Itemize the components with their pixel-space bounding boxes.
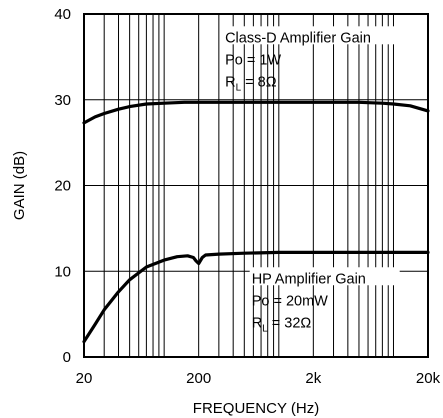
annotation-hp-po: Po = 20mW [252, 293, 328, 309]
annotation-class-d: Class-D Amplifier Gain Po = 1W RL = 8Ω [223, 26, 408, 93]
series-lines [82, 100, 430, 344]
y-tick-labels: 0 10 20 30 40 [54, 6, 71, 366]
plot-frame [83, 13, 429, 358]
rl-main: R [225, 74, 235, 90]
x-tick-label: 200 [186, 370, 211, 387]
rl-value: = 32Ω [268, 315, 312, 331]
annotation-class-d-rl: RL = 8Ω [225, 74, 277, 93]
y-axis-label: GAIN (dB) [11, 151, 28, 220]
grid-lines [84, 14, 428, 357]
x-tick-label: 20k [416, 370, 441, 387]
x-axis-label: FREQUENCY (Hz) [193, 400, 319, 417]
annotation-hp-title: HP Amplifier Gain [252, 271, 366, 287]
annotation-class-d-title: Class-D Amplifier Gain [225, 30, 371, 46]
rl-sub: L [262, 323, 268, 334]
rl-value: = 8Ω [241, 74, 277, 90]
annotation-hp-rl: RL = 32Ω [252, 315, 312, 334]
y-tick-label: 40 [54, 6, 71, 23]
x-tick-labels: 20 200 2k 20k [76, 370, 441, 387]
rl-main: R [252, 315, 262, 331]
x-tick-label: 2k [305, 370, 321, 387]
y-tick-label: 30 [54, 92, 71, 109]
series-line-hp-gain [82, 250, 430, 344]
annotation-hp: HP Amplifier Gain Po = 20mW RL = 32Ω [249, 267, 400, 334]
annotation-class-d-po: Po = 1W [225, 52, 281, 68]
x-tick-label: 20 [76, 370, 93, 387]
y-tick-label: 20 [54, 178, 71, 195]
y-tick-label: 0 [63, 349, 71, 366]
series-line-class-d-gain [82, 100, 430, 125]
y-tick-label: 10 [54, 263, 71, 280]
rl-sub: L [236, 82, 242, 93]
